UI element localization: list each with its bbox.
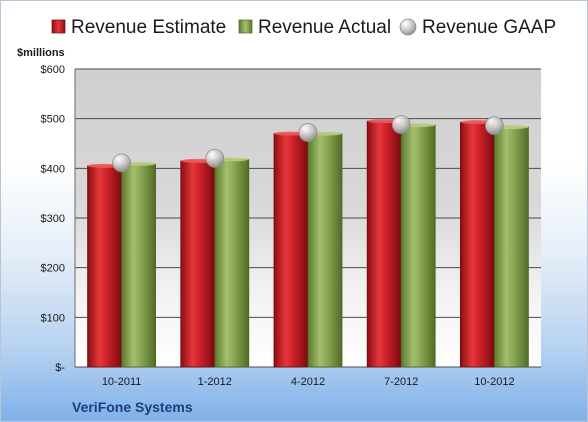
x-tick-label: 10-2012 <box>474 376 514 388</box>
bar-revenue-estimate <box>366 120 402 368</box>
y-tick-label: $400 <box>41 163 65 175</box>
marker-revenue-gaap <box>391 115 411 135</box>
y-axis: $- $100 $200 $300 $400 $500 $600 <box>41 64 76 374</box>
y-tick-label: $600 <box>41 64 65 76</box>
legend: Revenue Estimate Revenue Actual Revenue … <box>51 17 556 38</box>
legend-item-estimate: Revenue Estimate <box>51 17 226 38</box>
x-tick-label: 7-2012 <box>384 376 418 388</box>
y-tick-label: $500 <box>41 114 65 126</box>
bar-revenue-actual <box>493 126 529 368</box>
bar-revenue-actual <box>400 124 436 368</box>
bar-revenue-actual <box>214 158 250 368</box>
x-tick-label: 1-2012 <box>198 376 232 388</box>
gaap-markers <box>112 115 504 173</box>
marker-revenue-gaap <box>112 153 131 173</box>
legend-item-gaap: Revenue GAAP <box>399 17 556 38</box>
bar-revenue-estimate <box>180 160 216 368</box>
unit-label: $millions <box>17 47 65 59</box>
bar-revenue-actual <box>121 163 156 368</box>
legend-item-actual: Revenue Actual <box>238 17 391 38</box>
y-tick-label: $300 <box>41 213 65 225</box>
legend-label-gaap: Revenue GAAP <box>422 17 556 38</box>
y-tick-label: $- <box>55 362 65 374</box>
bar-revenue-estimate <box>459 121 495 368</box>
y-tick-label: $200 <box>41 263 65 275</box>
legend-label-estimate: Revenue Estimate <box>71 17 226 38</box>
bar-revenue-estimate <box>87 165 122 368</box>
bar-revenue-estimate <box>273 133 309 368</box>
x-tick-label: 4-2012 <box>291 376 325 388</box>
bar-revenue-actual <box>307 133 343 368</box>
bars <box>87 119 529 368</box>
marker-revenue-gaap <box>298 123 318 142</box>
marker-revenue-gaap <box>205 148 225 168</box>
legend-swatch-actual <box>238 19 253 34</box>
legend-swatch-gaap <box>399 18 417 36</box>
company-name: VeriFone Systems <box>72 399 193 415</box>
x-tick-label: 10-2011 <box>102 376 142 388</box>
marker-revenue-gaap <box>484 116 504 136</box>
legend-swatch-estimate <box>51 19 66 34</box>
x-axis: 10-2011 1-2012 4-2012 7-2012 10-2012 <box>102 376 515 388</box>
y-tick-label: $100 <box>41 312 65 324</box>
legend-label-actual: Revenue Actual <box>258 17 391 38</box>
